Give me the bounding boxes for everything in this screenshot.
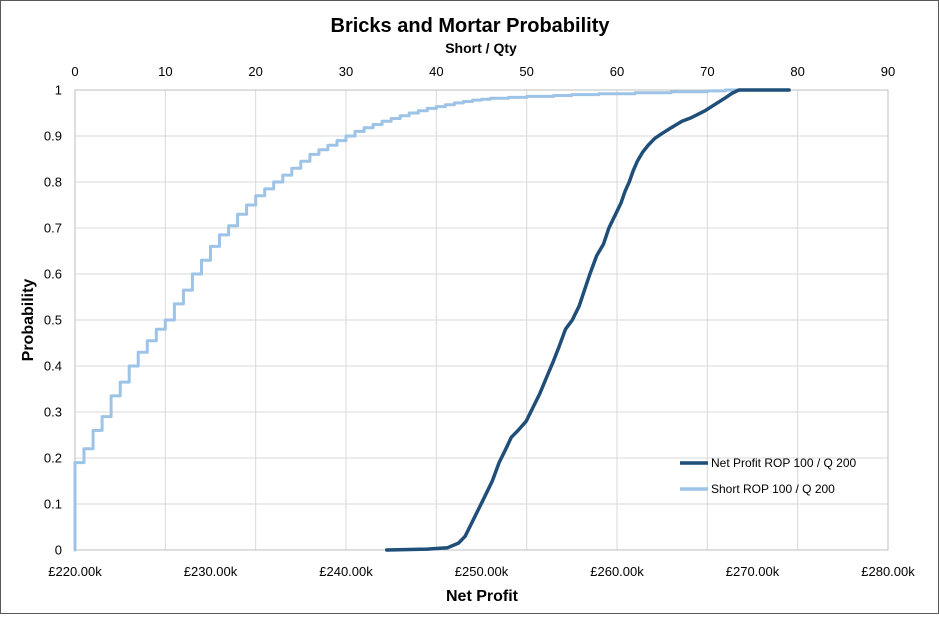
y-tick-label: 0.1 (44, 497, 62, 512)
x-secondary-tick-label: 60 (610, 64, 624, 79)
series-lines (73, 88, 791, 552)
x-primary-tick-label: £220.00k (48, 564, 102, 579)
legend: Net Profit ROP 100 / Q 200 Short ROP 100… (680, 456, 857, 496)
y-axis-title: Probability (20, 279, 37, 362)
x-secondary-tick-label: 80 (790, 64, 804, 79)
x-secondary-tick-label: 10 (158, 64, 172, 79)
tick-labels: 0 10 20 30 40 50 60 70 80 90 0 0.1 0.2 0.3 0.4 0.5 0.6 0.… (44, 64, 915, 579)
plot-area-border (74, 89, 889, 551)
x-secondary-tick-label: 0 (71, 64, 78, 79)
x-secondary-tick-label: 50 (519, 64, 533, 79)
y-tick-label: 0 (55, 543, 62, 558)
y-tick-label: 0.6 (44, 267, 62, 282)
chart-subtitle: Short / Qty (445, 40, 517, 56)
y-tick-label: 0.5 (44, 313, 62, 328)
legend-label-short: Short ROP 100 / Q 200 (711, 482, 835, 496)
legend-label-net-profit: Net Profit ROP 100 / Q 200 (711, 456, 857, 470)
legend-item-short: Short ROP 100 / Q 200 (680, 482, 835, 496)
chart-title: Bricks and Mortar Probability (331, 15, 611, 37)
x-primary-tick-label: £280.00k (861, 564, 915, 579)
x-secondary-tick-label: 40 (429, 64, 443, 79)
x-secondary-tick-label: 30 (339, 64, 353, 79)
series-line-short (73, 88, 791, 552)
series-line-net-profit (384, 88, 791, 552)
x-primary-tick-label: £240.00k (319, 564, 373, 579)
grid-lines (74, 89, 889, 551)
y-tick-label: 1 (55, 83, 62, 98)
x-primary-tick-label: £250.00k (455, 564, 509, 579)
x-secondary-tick-label: 20 (248, 64, 262, 79)
x-primary-tick-label: £260.00k (590, 564, 644, 579)
y-tick-label: 0.4 (44, 359, 62, 374)
legend-item-net-profit: Net Profit ROP 100 / Q 200 (680, 456, 857, 470)
y-tick-label: 0.3 (44, 405, 62, 420)
x-secondary-tick-label: 90 (881, 64, 895, 79)
y-tick-label: 0.8 (44, 175, 62, 190)
x-secondary-tick-label: 70 (700, 64, 714, 79)
y-tick-label: 0.7 (44, 221, 62, 236)
x-primary-tick-label: £270.00k (726, 564, 780, 579)
y-tick-label: 0.2 (44, 451, 62, 466)
x-axis-title: Net Profit (446, 588, 519, 605)
x-primary-tick-label: £230.00k (184, 564, 238, 579)
y-tick-label: 0.9 (44, 129, 62, 144)
